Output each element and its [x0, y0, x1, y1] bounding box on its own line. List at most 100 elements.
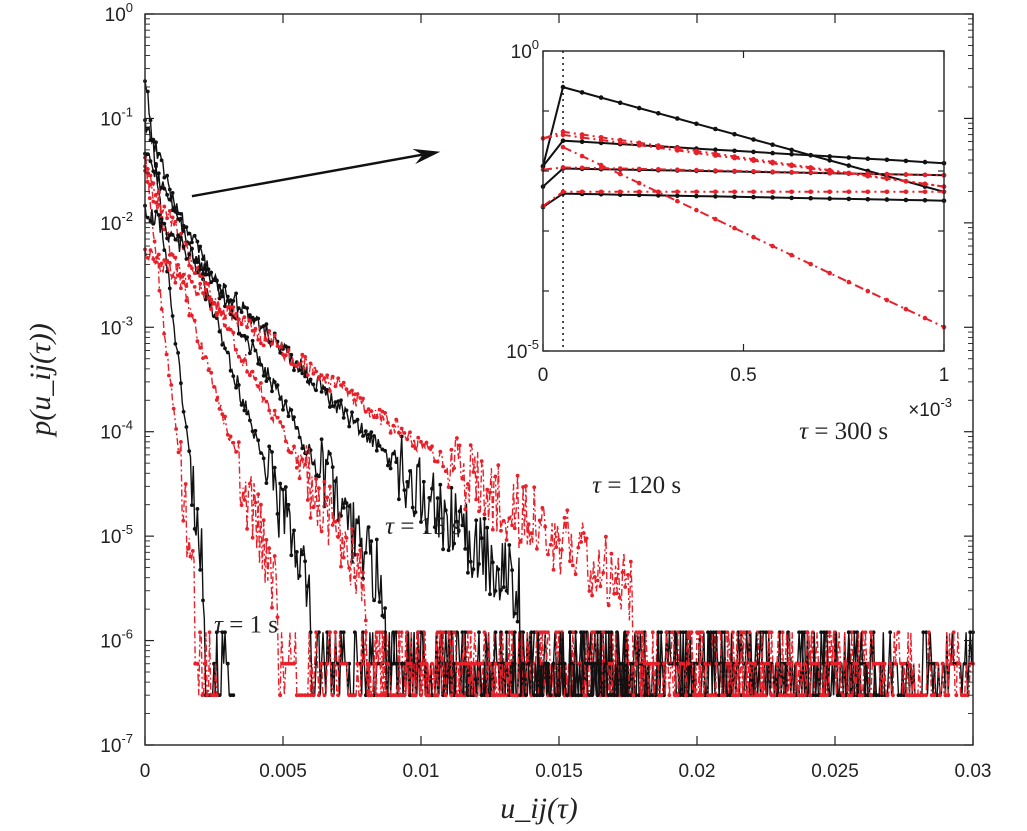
data-point: [524, 693, 528, 698]
inset-data-point: [827, 158, 832, 163]
data-point: [490, 693, 495, 698]
data-point: [877, 661, 882, 666]
data-point: [780, 630, 785, 635]
data-point: [824, 630, 829, 635]
data-point: [156, 171, 161, 176]
data-point: [303, 559, 307, 564]
data-point: [205, 693, 210, 698]
data-point: [493, 474, 498, 479]
data-point: [325, 495, 330, 500]
data-point: [228, 327, 233, 332]
data-point: [275, 512, 280, 516]
data-point: [209, 307, 214, 311]
data-point: [148, 173, 153, 178]
inset-data-point: [789, 163, 794, 169]
data-point: [667, 693, 672, 698]
inset-data-point: [865, 288, 871, 294]
data-point: [294, 550, 299, 554]
data-point: [570, 693, 575, 698]
data-point: [225, 661, 230, 666]
data-point: [885, 693, 890, 698]
inset-data-point: [713, 126, 718, 132]
data-point: [488, 490, 492, 495]
data-point: [466, 661, 470, 666]
data-point: [151, 169, 156, 174]
data-point: [844, 661, 848, 666]
data-point: [355, 392, 360, 396]
data-point: [355, 520, 360, 525]
data-point: [532, 693, 537, 698]
data-point: [565, 508, 570, 513]
data-point: [512, 526, 517, 531]
data-point: [250, 535, 255, 540]
data-point: [344, 387, 349, 392]
y-tick-label: 10-3: [100, 313, 133, 339]
data-point: [336, 693, 341, 698]
data-point: [405, 437, 410, 442]
data-point: [692, 693, 697, 698]
data-point: [186, 547, 191, 551]
data-point: [286, 661, 291, 666]
data-point: [775, 661, 779, 666]
data-point: [430, 693, 434, 698]
data-point: [278, 693, 283, 698]
data-point: [761, 693, 766, 698]
data-point: [695, 630, 699, 635]
data-point: [317, 486, 321, 491]
data-point: [317, 693, 321, 698]
data-point: [303, 693, 307, 698]
data-point: [162, 204, 167, 209]
data-point: [446, 630, 451, 635]
data-point: [504, 630, 509, 635]
data-point: [380, 693, 385, 698]
data-point: [245, 325, 250, 330]
data-point: [223, 323, 227, 328]
data-point: [341, 630, 346, 635]
data-point: [308, 516, 313, 520]
tau-annotation: τ = 120 s: [592, 472, 681, 499]
data-point: [766, 630, 771, 635]
data-point: [962, 693, 967, 698]
data-point: [391, 451, 396, 456]
data-point: [617, 661, 622, 666]
inset-data-point: [713, 168, 718, 173]
data-point: [151, 181, 156, 186]
data-point: [187, 313, 192, 318]
data-point: [286, 448, 291, 453]
data-point: [264, 399, 269, 404]
data-point: [350, 410, 354, 415]
data-point: [452, 466, 456, 471]
data-point: [328, 484, 332, 489]
data-point: [267, 546, 272, 551]
inset-data-point: [732, 155, 737, 161]
data-point: [261, 396, 266, 401]
data-point: [394, 693, 399, 698]
inset-data-point: [732, 189, 737, 195]
data-point: [374, 415, 379, 420]
data-point: [604, 534, 608, 539]
inset-data-point: [789, 195, 794, 201]
data-point: [413, 693, 418, 698]
data-point: [214, 693, 219, 698]
data-point: [965, 693, 970, 698]
data-point: [366, 407, 371, 412]
inset-data-point: [675, 193, 680, 198]
data-point: [231, 440, 236, 445]
inset-data-point: [808, 170, 813, 175]
data-point: [524, 484, 528, 488]
data-point: [896, 693, 901, 698]
data-point: [333, 519, 338, 524]
data-point: [722, 630, 727, 635]
data-point: [686, 693, 691, 698]
data-point: [424, 530, 429, 534]
data-point: [918, 693, 923, 698]
inset-data-point: [903, 189, 909, 195]
data-point: [512, 611, 517, 616]
data-point: [405, 661, 410, 666]
x-tick-label: 0.025: [811, 761, 859, 782]
data-point: [717, 693, 721, 698]
data-point: [339, 398, 343, 403]
data-point: [272, 408, 277, 413]
inset-x-tick-label: 1: [939, 365, 950, 386]
inset-data-point: [827, 154, 832, 159]
